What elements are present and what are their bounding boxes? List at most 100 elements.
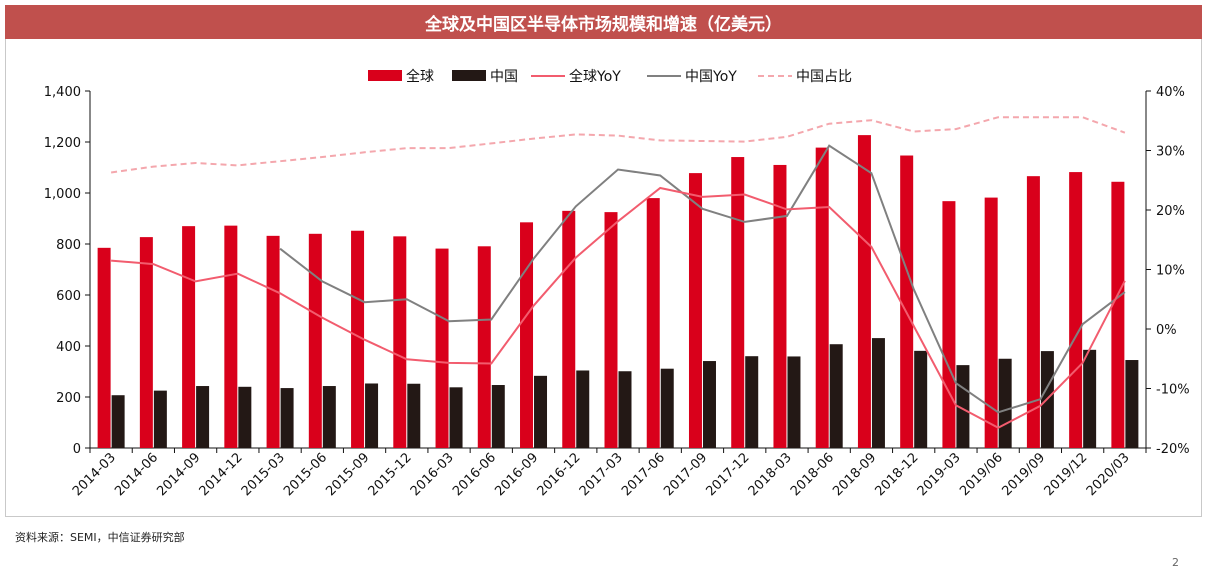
bar-global — [477, 246, 491, 448]
bar-china — [111, 395, 125, 448]
bar-china — [576, 370, 590, 448]
bar-china — [196, 386, 210, 448]
x-tick-label: 2020/03 — [1084, 450, 1133, 499]
legend-label: 全球 — [406, 68, 434, 85]
bar-global — [857, 135, 871, 448]
bar-global — [815, 147, 829, 449]
page-number: 2 — [1172, 556, 1179, 569]
x-tick-label: 2015-06 — [281, 450, 330, 499]
x-tick-label: 2015-12 — [366, 450, 415, 499]
y2-tick-label: 0% — [1156, 323, 1177, 338]
chart-frame: 0 200 400 600 800 1,000 1,200 1,400 -20% -10% 0% 10… — [5, 39, 1202, 517]
y-tick-label: 200 — [56, 391, 81, 406]
x-tick-label: 2019/06 — [957, 450, 1006, 499]
bar-global — [1069, 172, 1083, 448]
bar-global — [646, 198, 660, 448]
bar-global — [731, 157, 745, 449]
x-tick-label: 2014-09 — [154, 450, 203, 499]
x-tick-label: 2018-12 — [872, 450, 921, 499]
bar-china — [829, 344, 843, 448]
y2-tick-label: 10% — [1156, 264, 1185, 279]
bar-china — [365, 383, 379, 448]
bar-china — [280, 388, 294, 448]
combo-chart: 0 200 400 600 800 1,000 1,200 1,400 -20% -10% 0% 10… — [44, 68, 1190, 499]
y-tick-label: 400 — [56, 340, 81, 355]
y2-tick-label: 20% — [1156, 204, 1185, 219]
source-note: 资料来源：SEMI，中信证券研究部 — [15, 531, 185, 544]
bar-china — [322, 386, 336, 448]
x-tick-label: 2019-03 — [915, 450, 964, 499]
bar-global — [942, 201, 956, 448]
legend-swatch — [368, 70, 402, 81]
y-tick-label: 0 — [73, 442, 81, 457]
x-tick-label: 2018-06 — [788, 450, 837, 499]
bar-global — [435, 248, 449, 448]
y-tick-label: 1,000 — [44, 187, 81, 202]
x-tick-label: 2015-03 — [239, 450, 288, 499]
bar-global — [97, 247, 111, 448]
x-tick-label: 2014-06 — [112, 450, 161, 499]
x-tick-label: 2016-03 — [408, 450, 457, 499]
bar-china — [238, 386, 252, 448]
bar-global — [562, 210, 576, 448]
bar-global — [351, 230, 365, 448]
bar-global — [984, 197, 998, 448]
x-tick-label: 2017-12 — [704, 450, 753, 499]
bar-global — [900, 155, 914, 448]
bar-china — [660, 368, 674, 448]
x-tick-label: 2015-09 — [323, 450, 372, 499]
y-tick-label: 800 — [56, 238, 81, 253]
bar-china — [1125, 360, 1139, 448]
bar-global — [224, 225, 238, 448]
bar-china — [153, 390, 167, 448]
legend-label: 中国占比 — [796, 69, 852, 85]
bar-china — [914, 350, 928, 448]
x-tick-label: 2017-06 — [619, 450, 668, 499]
x-tick-label: 2019/09 — [999, 450, 1048, 499]
y2-tick-label: -10% — [1156, 383, 1190, 398]
legend-label: 中国 — [490, 69, 518, 85]
legend-swatch — [452, 70, 486, 81]
x-tick-label: 2016-12 — [535, 450, 584, 499]
bar-global — [604, 212, 618, 448]
bar-global — [1111, 181, 1125, 448]
bar-china — [1083, 349, 1097, 448]
x-tick-label: 2018-09 — [830, 450, 879, 499]
bar-china — [702, 361, 716, 448]
x-tick-label: 2019/12 — [1042, 450, 1091, 499]
bar-china — [745, 356, 759, 448]
bar-china — [787, 356, 801, 448]
legend-label: 全球YoY — [569, 68, 621, 85]
bar-global — [688, 173, 702, 449]
bar-china — [871, 338, 885, 448]
bar-global — [393, 236, 407, 448]
legend-label: 中国YoY — [685, 69, 737, 85]
line-china-share — [110, 116, 1126, 174]
bar-china — [534, 375, 548, 448]
y-tick-label: 600 — [56, 289, 81, 304]
x-tick-label: 2016-06 — [450, 450, 499, 499]
bar-china — [491, 385, 505, 448]
x-tick-label: 2014-12 — [197, 450, 246, 499]
bar-china — [449, 387, 463, 448]
bar-global — [139, 237, 153, 448]
bar-china — [998, 358, 1012, 448]
y-tick-label: 1,400 — [44, 85, 81, 100]
line-global-yoy — [111, 186, 1126, 429]
y2-tick-label: 40% — [1156, 85, 1185, 100]
chart-title: 全球及中国区半导体市场规模和增速（亿美元） — [5, 5, 1202, 39]
y-tick-label: 1,200 — [44, 136, 81, 151]
bar-global — [520, 222, 534, 448]
x-tick-label: 2017-09 — [661, 450, 710, 499]
bar-global — [182, 226, 196, 448]
y2-tick-label: -20% — [1156, 442, 1190, 457]
x-tick-label: 2017-03 — [577, 450, 626, 499]
y2-tick-label: 30% — [1156, 145, 1185, 160]
bar-china — [618, 371, 632, 448]
line-china-yoy — [279, 144, 1126, 414]
bar-china — [407, 383, 421, 448]
x-tick-label: 2014-03 — [70, 450, 119, 499]
bar-global — [773, 164, 787, 448]
x-tick-label: 2016-09 — [492, 450, 541, 499]
bar-global — [308, 233, 322, 448]
